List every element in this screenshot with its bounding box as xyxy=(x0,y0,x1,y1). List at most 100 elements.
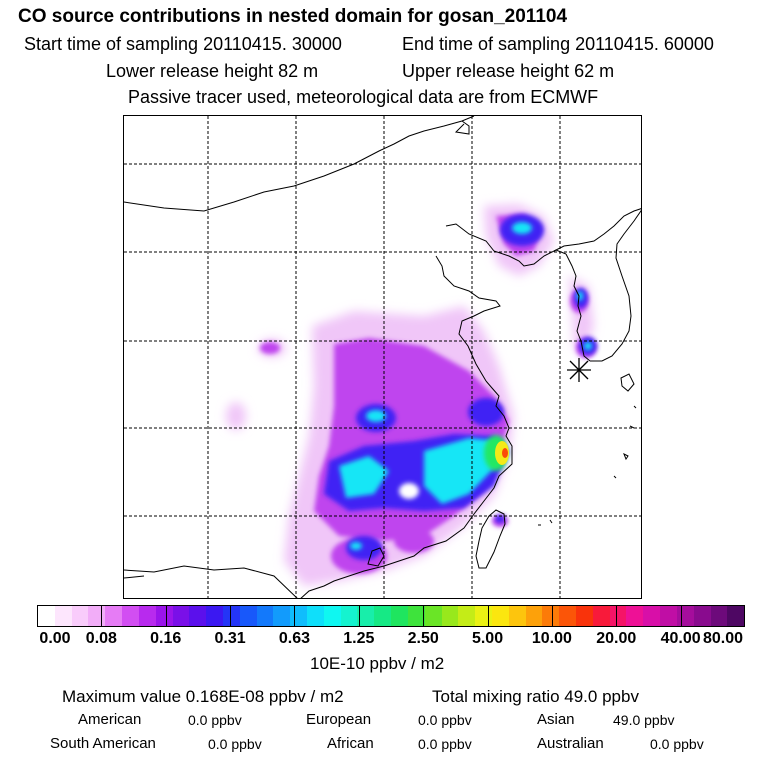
colorbar-cell xyxy=(239,606,257,626)
colorbar-cell xyxy=(424,606,442,626)
colorbar-tick-label: 0.63 xyxy=(278,630,311,647)
colorbar-cell xyxy=(407,606,425,626)
colorbar-tick-label: 0.16 xyxy=(150,630,182,647)
colorbar-unit-label: 10E-10 ppbv / m2 xyxy=(310,654,445,673)
colorbar-cell xyxy=(88,606,106,626)
japan-kyushu xyxy=(620,373,635,392)
colorbar-cell xyxy=(710,606,728,626)
source-american-value: 0.0 ppbv xyxy=(188,712,242,728)
source-asian-value: 49.0 ppbv xyxy=(613,712,675,728)
graticule xyxy=(124,116,641,598)
source-african-label: African xyxy=(327,735,374,752)
shandong-coast xyxy=(435,255,501,382)
colorbar-separator xyxy=(487,606,489,626)
colorbar-separator xyxy=(101,606,103,626)
colorbar-cell xyxy=(273,606,291,626)
colorbar xyxy=(37,605,745,627)
colorbar-cell xyxy=(609,606,627,626)
colorbar-cell xyxy=(458,606,476,626)
colorbar-tick-label: 80.00 xyxy=(702,630,744,647)
colorbar-cell xyxy=(172,606,190,626)
map-canvas xyxy=(124,116,641,598)
small-islands xyxy=(538,519,553,526)
colorbar-tick-label: 40.00 xyxy=(660,630,701,647)
colorbar-tick-label: 20.00 xyxy=(596,630,637,647)
map-frame xyxy=(123,115,642,599)
colorbar-separator xyxy=(294,606,296,626)
colorbar-separator xyxy=(551,606,553,626)
colorbar-cell xyxy=(576,606,593,626)
colorbar-cell xyxy=(357,606,375,626)
colorbar-cell xyxy=(491,606,509,626)
colorbar-cell xyxy=(643,606,661,626)
bohai-coast xyxy=(445,223,567,267)
colorbar-cell xyxy=(542,606,560,626)
source-south-american-label: South American xyxy=(50,735,156,752)
ryukyu-islands xyxy=(613,405,637,479)
hainan-coast xyxy=(367,547,385,567)
colorbar-separator xyxy=(165,606,167,626)
plume-hotspot xyxy=(484,435,509,471)
colorbar-cell xyxy=(441,606,459,626)
total-mixing-label: Total mixing ratio 49.0 ppbv xyxy=(432,687,639,706)
colorbar-cell xyxy=(592,606,610,626)
source-australian-value: 0.0 ppbv xyxy=(650,736,704,752)
source-asian-label: Asian xyxy=(537,711,575,728)
colorbar-cell xyxy=(105,606,123,626)
colorbar-cell xyxy=(676,606,694,626)
korea-east-coast xyxy=(590,210,641,362)
plume-layer-cyan xyxy=(339,222,592,550)
colorbar-cell xyxy=(374,606,392,626)
manchuria-border xyxy=(454,120,470,135)
source-european-value: 0.0 ppbv xyxy=(418,712,472,728)
colorbar-cell xyxy=(693,606,711,626)
colorbar-tick-label: 0.08 xyxy=(85,630,117,647)
colorbar-separator xyxy=(230,606,232,626)
colorbar-cell xyxy=(256,606,274,626)
northern-border xyxy=(124,116,475,212)
colorbar-cell xyxy=(307,606,324,626)
colorbar-cell xyxy=(189,606,207,626)
colorbar-separator xyxy=(680,606,682,626)
passive-tracer-note: Passive tracer used, meteorological data… xyxy=(128,87,599,107)
plume-gap xyxy=(399,483,419,499)
upper-release-height-label: Upper release height 62 m xyxy=(402,61,615,81)
korea-west-coast xyxy=(565,253,591,362)
taiwan-coast xyxy=(475,509,506,569)
source-african-value: 0.0 ppbv xyxy=(418,736,472,752)
max-value-label: Maximum value 0.168E-08 ppbv / m2 xyxy=(62,687,344,706)
colorbar-cell xyxy=(323,606,341,626)
colorbar-tick-label: 0.00 xyxy=(39,630,71,647)
colorbar-tick-label: 1.25 xyxy=(343,630,375,647)
colorbar-cell xyxy=(222,606,240,626)
source-european-label: European xyxy=(306,711,372,728)
colorbar-cell xyxy=(660,606,677,626)
colorbar-cell xyxy=(475,606,492,626)
coastlines xyxy=(124,116,641,598)
colorbar-tick-label: 0.31 xyxy=(214,630,246,647)
colorbar-cell xyxy=(340,606,358,626)
colorbar-tick-label: 5.00 xyxy=(471,630,504,647)
southern-border-stub xyxy=(124,575,145,579)
source-australian-label: Australian xyxy=(537,735,604,752)
colorbar-separator xyxy=(423,606,425,626)
colorbar-cell xyxy=(54,606,72,626)
colorbar-cell xyxy=(290,606,307,626)
colorbar-cell xyxy=(626,606,644,626)
colorbar-cell xyxy=(38,606,55,626)
east-china-coast xyxy=(300,380,513,598)
colorbar-cell xyxy=(391,606,408,626)
colorbar-separator xyxy=(358,606,360,626)
colorbar-cell xyxy=(71,606,89,626)
colorbar-separator xyxy=(616,606,618,626)
southern-border xyxy=(124,565,298,598)
korea-border xyxy=(553,208,641,252)
colorbar-tick-label: 10.00 xyxy=(531,630,572,647)
colorbar-cell xyxy=(122,606,139,626)
colorbar-cell xyxy=(525,606,543,626)
colorbar-tick-label: 2.50 xyxy=(407,630,439,647)
colorbar-cell xyxy=(727,606,745,626)
colorbar-cell xyxy=(138,606,156,626)
colorbar-cell xyxy=(206,606,223,626)
colorbar-cell xyxy=(508,606,526,626)
